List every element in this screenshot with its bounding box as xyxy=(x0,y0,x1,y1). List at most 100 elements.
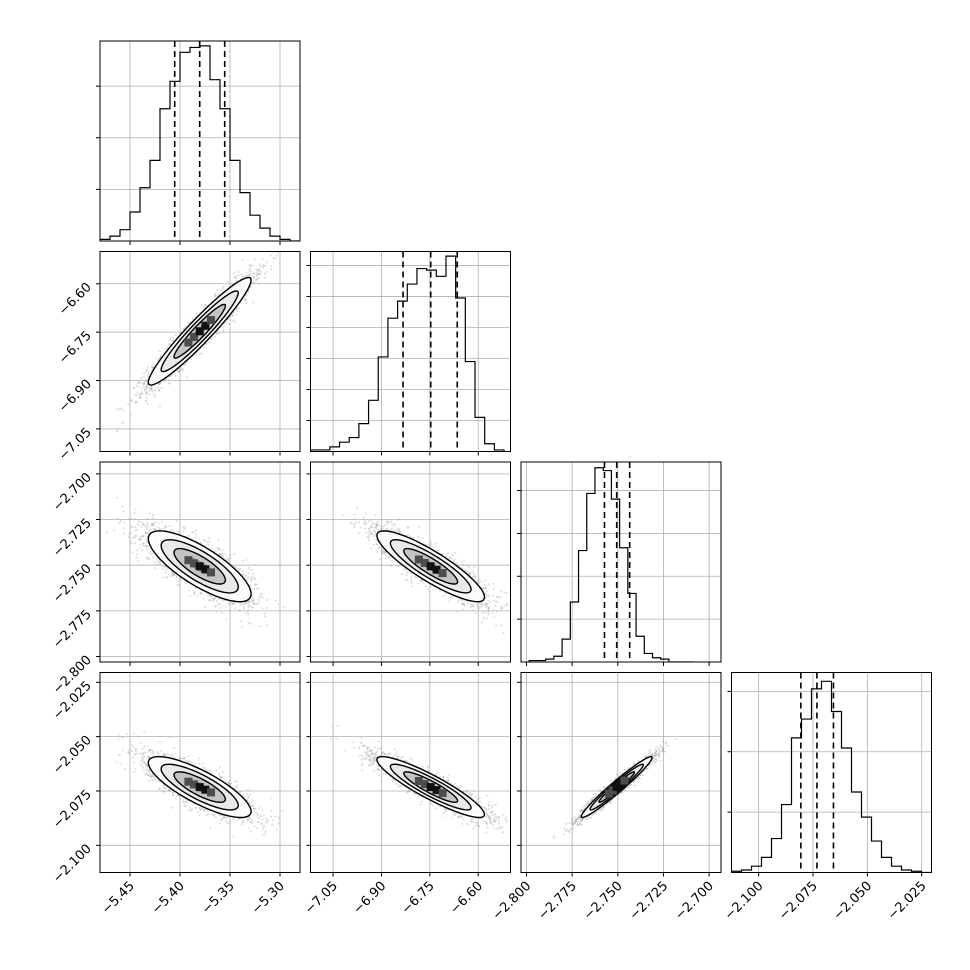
sample-point xyxy=(172,339,175,342)
sample-point xyxy=(199,591,202,594)
sample-point xyxy=(250,578,253,581)
sample-point xyxy=(237,270,240,273)
sample-point xyxy=(158,389,161,391)
sample-point xyxy=(261,258,264,261)
sample-point xyxy=(167,378,170,381)
sample-point xyxy=(264,615,267,618)
sample-point xyxy=(187,361,190,364)
sample-point xyxy=(192,593,195,596)
sample-point xyxy=(168,343,171,346)
sample-point xyxy=(245,271,248,274)
sample-point xyxy=(164,526,167,529)
sample-point xyxy=(216,332,219,335)
sample-point xyxy=(180,367,183,370)
sample-point xyxy=(247,606,250,609)
sample-point xyxy=(270,265,272,268)
sample-point xyxy=(246,610,249,613)
sample-point xyxy=(145,538,147,541)
sample-point xyxy=(151,514,154,517)
sample-point xyxy=(168,525,171,528)
sample-point xyxy=(262,264,265,267)
sample-point xyxy=(129,540,132,543)
sample-point xyxy=(196,595,199,597)
sample-point xyxy=(144,370,147,372)
sample-point xyxy=(164,571,167,574)
sample-point xyxy=(137,382,140,385)
sample-point xyxy=(255,583,258,585)
sample-point xyxy=(235,280,238,283)
sample-point xyxy=(217,547,220,550)
sample-point xyxy=(176,530,179,533)
axis-frame xyxy=(99,251,301,452)
sample-point xyxy=(168,382,171,385)
sample-point xyxy=(205,342,208,345)
sample-point xyxy=(199,541,202,544)
sample-point xyxy=(265,260,268,263)
sample-point xyxy=(222,328,225,331)
sample-point xyxy=(257,269,260,271)
sample-point xyxy=(147,557,150,560)
sample-point xyxy=(154,388,157,391)
sample-point xyxy=(200,593,203,596)
sample-point xyxy=(263,612,266,615)
axis-frame xyxy=(99,40,301,242)
sample-point xyxy=(130,526,133,529)
sample-point xyxy=(238,567,241,570)
sample-point xyxy=(150,365,153,368)
sample-point xyxy=(199,592,202,595)
sample-point xyxy=(142,523,145,525)
sample-point xyxy=(123,527,126,530)
sample-point xyxy=(191,318,194,320)
sample-point xyxy=(189,595,192,598)
sample-point xyxy=(122,421,125,424)
sample-point xyxy=(172,574,175,577)
sample-point xyxy=(187,321,190,324)
sample-point xyxy=(252,276,255,279)
sample-point xyxy=(146,402,149,405)
sample-point xyxy=(247,571,250,574)
sample-point xyxy=(151,523,154,526)
sample-point xyxy=(204,304,207,307)
sample-point xyxy=(219,553,222,556)
sample-point xyxy=(219,553,222,556)
sample-point xyxy=(237,568,240,571)
sample-point xyxy=(130,542,133,545)
sample-point xyxy=(260,593,263,596)
sample-point xyxy=(214,294,217,297)
sample-point xyxy=(277,603,279,606)
sample-point xyxy=(259,273,261,276)
sample-point xyxy=(146,366,149,369)
sample-point xyxy=(152,556,155,559)
sample-point xyxy=(252,572,255,575)
sample-point xyxy=(262,264,265,267)
sample-point xyxy=(132,386,135,389)
sample-point xyxy=(243,607,246,610)
sample-point xyxy=(253,587,256,590)
sample-point xyxy=(150,552,153,555)
sample-point xyxy=(143,388,146,391)
sample-point xyxy=(247,291,250,294)
sample-point xyxy=(247,613,250,616)
sample-point xyxy=(134,401,137,404)
sample-point xyxy=(216,289,219,292)
sample-point xyxy=(140,387,143,390)
sample-point xyxy=(227,601,230,604)
sample-point xyxy=(264,276,266,279)
sample-point xyxy=(229,554,231,557)
sample-point xyxy=(194,587,197,590)
sample-point xyxy=(233,553,236,556)
sample-point xyxy=(251,264,254,267)
sample-point xyxy=(215,332,218,335)
sample-point xyxy=(179,369,182,371)
sample-point xyxy=(116,430,119,433)
sample-point xyxy=(177,370,180,373)
sample-point xyxy=(156,559,158,562)
sample-point xyxy=(221,611,224,614)
sample-point xyxy=(191,531,193,534)
sample-point xyxy=(145,526,147,529)
sample-point xyxy=(133,536,136,539)
sample-point xyxy=(208,537,211,540)
sample-point xyxy=(140,392,143,395)
sample-point xyxy=(213,597,216,600)
sample-point xyxy=(140,535,143,538)
